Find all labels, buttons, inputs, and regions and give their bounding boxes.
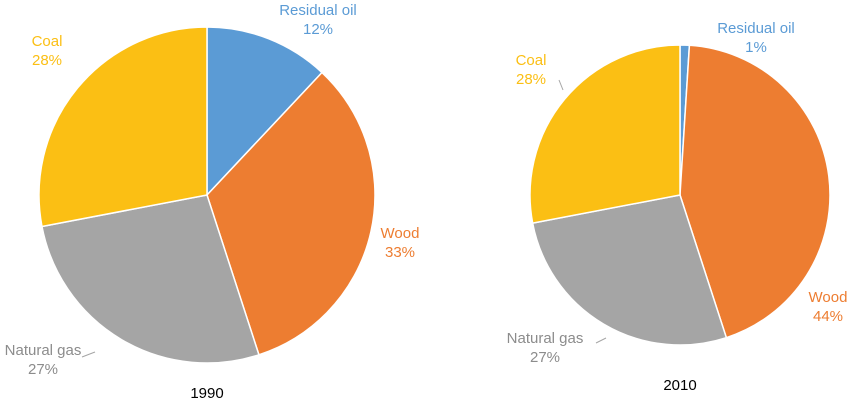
- chart-caption: 1990: [190, 385, 223, 402]
- slice-label-coal: Coal 28%: [516, 52, 547, 88]
- pie-slice-wood: [206, 71, 376, 356]
- slice-label-value: 27%: [28, 361, 58, 378]
- slice-label-name: Wood: [381, 225, 420, 242]
- slice-label-residual-oil: Residual oil 12%: [279, 2, 357, 38]
- slice-label-value: 12%: [303, 21, 333, 38]
- slice-label-value: 1%: [745, 39, 767, 56]
- slice-label-natural-gas: Natural gas 27%: [507, 330, 584, 366]
- leader-line-natural-gas: [81, 351, 96, 358]
- pie-chart-1990: Residual oil 12% Wood 33% Natural gas 27% Coal…: [5, 2, 420, 402]
- pie-slice-residual-oil: [206, 26, 324, 197]
- slice-label-wood: Wood 44%: [809, 289, 848, 325]
- slice-label-name: Coal: [32, 33, 63, 50]
- pie-chart-2010: Residual oil 1% Wood 44% Natural gas 27% Coal 2…: [507, 20, 848, 394]
- slice-label-wood: Wood 33%: [381, 225, 420, 261]
- leader-line-coal: [558, 79, 564, 91]
- leader-line-natural-gas: [595, 337, 607, 344]
- pie-slice-natural-gas: [41, 194, 260, 364]
- slice-label-coal: Coal 28%: [32, 33, 63, 69]
- slice-label-residual-oil: Residual oil 1%: [717, 20, 795, 56]
- slice-label-value: 28%: [516, 71, 546, 88]
- slice-label-name: Residual oil: [717, 20, 795, 37]
- pie-slice-natural-gas: [531, 194, 728, 346]
- pie-slice-coal: [38, 26, 208, 228]
- slice-label-name: Coal: [516, 52, 547, 69]
- slice-label-name: Natural gas: [5, 342, 82, 359]
- slice-label-value: 44%: [813, 308, 843, 325]
- pie-slice-wood: [679, 44, 831, 339]
- slice-label-value: 28%: [32, 52, 62, 69]
- slice-label-name: Wood: [809, 289, 848, 306]
- slice-label-name: Natural gas: [507, 330, 584, 347]
- slice-label-natural-gas: Natural gas 27%: [5, 342, 82, 378]
- slice-label-value: 33%: [385, 244, 415, 261]
- pie-slice-coal: [529, 44, 681, 224]
- slice-label-value: 27%: [530, 349, 560, 366]
- chart-caption: 2010: [663, 377, 696, 394]
- slice-label-name: Residual oil: [279, 2, 357, 19]
